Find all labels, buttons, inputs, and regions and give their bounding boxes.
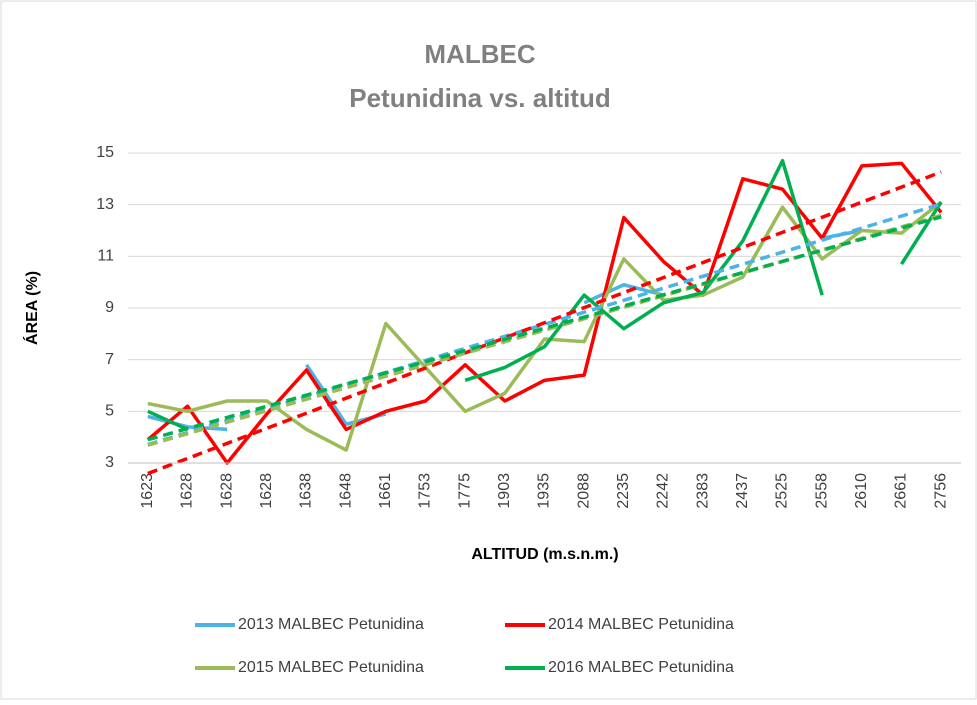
x-tick-label: 1648 (337, 473, 354, 509)
trendline (147, 213, 942, 447)
y-tick-label: 11 (97, 248, 114, 265)
y-tick-label: 15 (96, 144, 114, 161)
series-line (147, 200, 943, 452)
chart-subtitle: Petunidina vs. altitud (349, 83, 610, 113)
legend-label: 2013 MALBEC Petunidina (238, 616, 424, 633)
x-tick-label: 1935 (536, 473, 553, 509)
y-tick-label: 13 (96, 196, 114, 213)
x-tick-label: 2088 (575, 473, 592, 509)
y-axis-title: ÁREA (%) (22, 271, 41, 345)
legend-label: 2014 MALBEC Petunidina (548, 616, 734, 633)
legend-label: 2015 MALBEC Petunidina (238, 659, 424, 676)
x-tick-label: 1628 (218, 473, 235, 509)
x-tick-label: 2756 (932, 473, 949, 509)
trendline (147, 170, 942, 476)
x-tick-label: 1753 (417, 473, 434, 509)
chart-title: MALBEC (424, 39, 535, 69)
x-tick-label: 2525 (774, 473, 791, 509)
x-tick-label: 2558 (813, 473, 830, 509)
y-tick-label: 9 (105, 299, 114, 316)
y-tick-label: 5 (105, 403, 114, 420)
x-tick-label: 1661 (377, 473, 394, 509)
x-tick-label: 2437 (734, 473, 751, 509)
x-tick-label: 2242 (655, 473, 672, 509)
x-tick-label: 2610 (853, 473, 870, 509)
x-tick-label: 2235 (615, 473, 632, 509)
y-tick-label: 7 (105, 351, 114, 368)
x-tick-label: 1903 (496, 473, 513, 509)
x-tick-label: 1623 (139, 473, 156, 509)
x-tick-label: 2661 (893, 473, 910, 509)
x-tick-label: 1628 (179, 473, 196, 509)
x-tick-label: 2383 (694, 473, 711, 509)
legend-label: 2016 MALBEC Petunidina (548, 659, 734, 676)
y-tick-label: 3 (105, 454, 114, 471)
trendline (147, 215, 942, 442)
x-axis-title: ALTITUD (m.s.n.m.) (471, 546, 618, 563)
series-line (147, 159, 943, 432)
x-tick-label: 1638 (298, 473, 315, 509)
x-tick-label: 1775 (456, 473, 473, 509)
x-tick-label: 1628 (258, 473, 275, 509)
trendline (147, 202, 942, 447)
